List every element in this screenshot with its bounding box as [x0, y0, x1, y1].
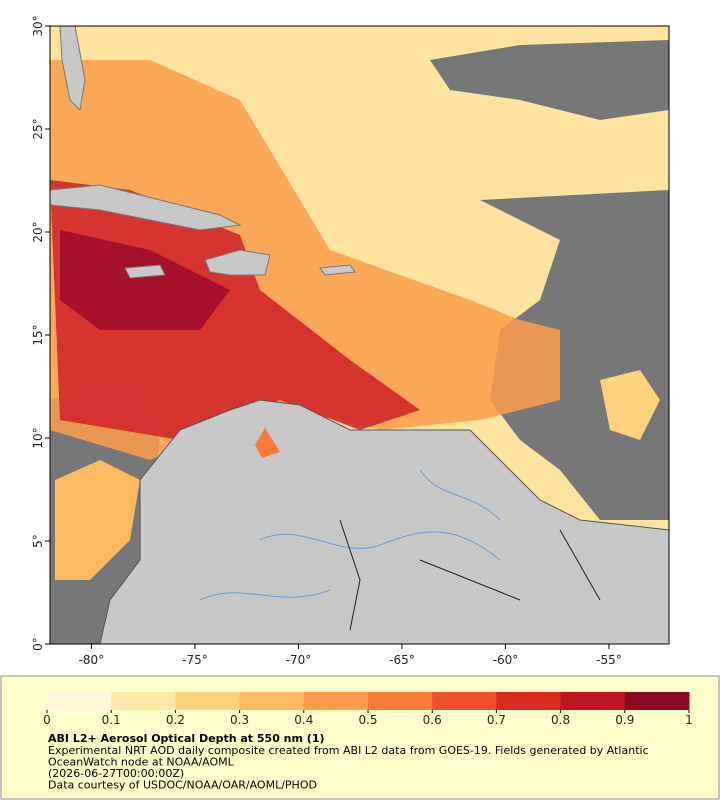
colorbar-step — [576, 692, 594, 710]
colorbar-step — [47, 692, 64, 710]
colorbar-tick-label: 0.3 — [230, 713, 249, 727]
colorbar-step — [656, 692, 674, 710]
colorbar-step — [207, 692, 225, 710]
colorbar-step — [544, 692, 562, 710]
colorbar-step — [111, 692, 128, 710]
colorbar-tick-label: 0.1 — [102, 713, 121, 727]
colorbar-tick-label: 0.2 — [166, 713, 185, 727]
colorbar-tick-label: 0.8 — [551, 713, 570, 727]
colorbar-step — [271, 692, 289, 710]
colorbar-tick-label: 0.5 — [358, 713, 377, 727]
land — [49, 184, 242, 231]
colorbar-tick-label: 0.7 — [487, 713, 506, 727]
colorbar-tick-label: 0.4 — [294, 713, 313, 727]
colorbar-step — [400, 692, 417, 710]
y-tick-label: 15° — [31, 324, 45, 345]
lake — [255, 428, 280, 458]
colorbar-step — [560, 692, 578, 710]
y-tick-label: 10° — [31, 427, 45, 448]
land — [124, 264, 166, 279]
x-tick-label: -65° — [389, 653, 415, 667]
colorbar-step — [512, 692, 529, 710]
colorbar-step — [319, 692, 337, 710]
aod-plume-peak — [60, 230, 230, 330]
x-tick-label: -75° — [182, 653, 208, 667]
no-data — [430, 40, 669, 120]
colorbar-step — [592, 692, 610, 710]
colorbar-step — [351, 692, 369, 710]
colorbar-tick-label: 1 — [685, 713, 693, 727]
y-tick-label: 25° — [31, 118, 45, 139]
land — [319, 264, 356, 276]
colorbar-step — [432, 692, 449, 710]
colorbar-step — [175, 692, 192, 710]
river — [199, 469, 501, 601]
colorbar-step — [63, 692, 80, 710]
colorbar-step — [496, 692, 513, 710]
colorbar-tick-label: 0 — [43, 713, 51, 727]
colorbar-step — [223, 692, 241, 710]
colorbar-step — [368, 692, 385, 710]
y-tick-label: 30° — [31, 15, 45, 36]
map-image — [49, 25, 670, 645]
colorbar-step — [384, 692, 401, 710]
aod-patch — [600, 370, 660, 440]
colorbar-step — [159, 692, 176, 710]
x-tick-label: -60° — [493, 653, 519, 667]
colorbar-step — [624, 692, 642, 710]
colorbar-step — [480, 692, 497, 710]
colorbar-step — [640, 692, 658, 710]
colorbar-step — [672, 692, 690, 710]
y-tick-label: 20° — [31, 221, 45, 242]
colorbar-step — [608, 692, 626, 710]
aod-plume-core — [50, 180, 420, 440]
caption-line: Data courtesy of USDOC/NOAA/OAR/AOML/PHO… — [48, 779, 317, 792]
colorbar-step — [416, 692, 433, 710]
x-tick-label: -70° — [286, 653, 312, 667]
border — [339, 519, 601, 631]
caption-title: ABI L2+ Aerosol Optical Depth at 550 nm … — [48, 732, 325, 745]
caption-line: Experimental NRT AOD daily composite cre… — [48, 744, 649, 757]
colorbar-step — [239, 692, 257, 710]
colorbar-step — [95, 692, 112, 710]
colorbar-step — [255, 692, 273, 710]
y-tick-label: 5° — [31, 534, 45, 548]
colorbar-tick-label: 0.9 — [615, 713, 634, 727]
colorbar-step — [335, 692, 353, 710]
colorbar-step — [528, 692, 546, 710]
colorbar-step — [143, 692, 160, 710]
colorbar-step — [191, 692, 208, 710]
colorbar-step — [448, 692, 465, 710]
no-data — [480, 190, 669, 520]
colorbar-step — [79, 692, 96, 710]
land — [204, 249, 271, 276]
colorbar-step — [464, 692, 481, 710]
colorbar-step — [287, 692, 305, 710]
aod-patch — [55, 460, 140, 580]
x-tick-label: -80° — [79, 653, 105, 667]
colorbar-step — [303, 692, 321, 710]
y-tick-label: 0° — [31, 637, 45, 651]
x-tick-label: -55° — [596, 653, 622, 667]
colorbar-step — [127, 692, 144, 710]
caption-line: (2026-06-27T00:00:00Z) — [48, 767, 184, 780]
colorbar-tick-label: 0.6 — [423, 713, 442, 727]
caption-line: OceanWatch node at NOAA/AOML — [48, 756, 235, 769]
land — [99, 399, 670, 645]
